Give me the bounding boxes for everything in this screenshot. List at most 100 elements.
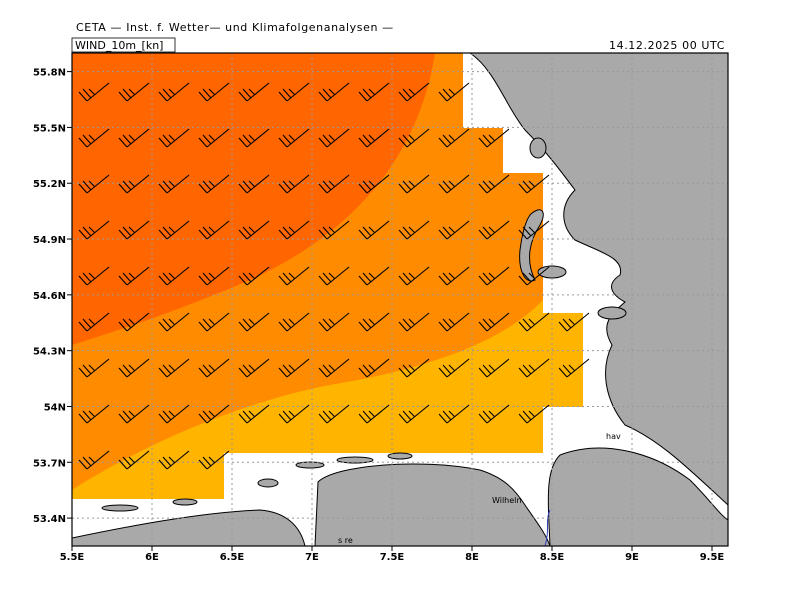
island	[257, 478, 279, 488]
island	[295, 461, 325, 469]
wind-barb	[238, 266, 270, 286]
wind-barb	[558, 358, 590, 378]
wind-barb	[438, 220, 470, 240]
wind-barb	[478, 128, 510, 148]
wind-barb	[78, 174, 110, 194]
wind-barb	[358, 404, 390, 424]
place-label: s re	[338, 536, 353, 545]
y-tick-label: 55.8N	[33, 68, 66, 79]
y-tick-label: 53.7N	[33, 458, 66, 469]
wind-barb	[318, 128, 350, 148]
x-tick-label: 6.5E	[220, 552, 245, 563]
wind-barb	[358, 174, 390, 194]
wind-barb	[118, 312, 150, 332]
wind-barb	[238, 404, 270, 424]
wind-barb	[478, 266, 510, 286]
wind-barb	[518, 358, 550, 378]
wind-barb	[438, 358, 470, 378]
wind-barb	[518, 312, 550, 332]
wind-barb	[78, 128, 110, 148]
wind-barb	[198, 174, 230, 194]
wind-barb	[358, 128, 390, 148]
wind-barb	[478, 220, 510, 240]
grid	[72, 53, 728, 546]
wind-barb	[438, 82, 470, 102]
wind-barb	[158, 266, 190, 286]
y-tick-label: 54.3N	[33, 347, 66, 358]
wind-barb	[358, 220, 390, 240]
wind-barb	[318, 220, 350, 240]
wind-barb	[118, 450, 150, 470]
wind-barb	[158, 312, 190, 332]
wind-barb	[118, 220, 150, 240]
wind-barbs	[78, 82, 590, 470]
y-tick-label: 54.6N	[33, 291, 66, 302]
wind-barb	[398, 174, 430, 194]
y-tick-label: 54N	[44, 402, 66, 413]
wind-barb	[278, 220, 310, 240]
wind-barb	[118, 128, 150, 148]
x-tick-label: 9E	[625, 552, 639, 563]
x-tick-label: 7.5E	[380, 552, 405, 563]
wind-barb	[278, 358, 310, 378]
wind-barb	[198, 220, 230, 240]
wind-barb	[158, 82, 190, 102]
wind-barb	[278, 266, 310, 286]
wind-barb	[278, 174, 310, 194]
wind-barb	[518, 404, 550, 424]
variable-label: WIND_10m_[kn]	[75, 39, 163, 52]
wind-barb	[278, 404, 310, 424]
wind-barb	[358, 312, 390, 332]
x-tick-label: 7E	[305, 552, 319, 563]
map-area: Wilheln hav s re	[72, 53, 728, 546]
wind-barb	[518, 174, 550, 194]
place-label: hav	[606, 432, 621, 441]
island	[172, 498, 198, 506]
land-southeast	[547, 447, 728, 546]
river	[544, 509, 551, 546]
wind-barb	[318, 266, 350, 286]
map-frame	[71, 52, 729, 547]
wind-barb	[118, 358, 150, 378]
x-tick-label: 8.5E	[540, 552, 565, 563]
wind-barb	[198, 404, 230, 424]
wind-barb	[158, 128, 190, 148]
wind-barb	[238, 128, 270, 148]
x-tick-label: 6E	[145, 552, 159, 563]
valid-time: 14.12.2025 00 UTC	[609, 39, 725, 52]
wind-barb	[318, 82, 350, 102]
variable-box	[71, 37, 176, 53]
wind-barb	[278, 312, 310, 332]
wind-barb	[478, 358, 510, 378]
x-tick-label: 9.5E	[700, 552, 725, 563]
wind-barb	[198, 128, 230, 148]
wind-barb	[238, 358, 270, 378]
wind-barb	[158, 174, 190, 194]
wind-barb	[238, 312, 270, 332]
wind-barb	[238, 82, 270, 102]
island	[101, 504, 139, 512]
wind-barb	[198, 450, 230, 470]
wind-barb	[238, 220, 270, 240]
wind-barb	[158, 220, 190, 240]
wind-barb	[78, 312, 110, 332]
wind-barb	[518, 220, 550, 240]
wind-barb	[558, 312, 590, 332]
wind-barb	[318, 174, 350, 194]
wind-barb	[118, 266, 150, 286]
wind-barb	[78, 266, 110, 286]
wind-barb	[198, 312, 230, 332]
wind-barb	[398, 128, 430, 148]
wind-barb	[198, 358, 230, 378]
land-southwest	[72, 509, 306, 546]
x-tick-label: 5.5E	[60, 552, 85, 563]
wind-barb	[198, 82, 230, 102]
wind-barb	[358, 266, 390, 286]
wind-barb	[78, 220, 110, 240]
y-tick-label: 55.5N	[33, 123, 66, 134]
y-tick-label: 55.2N	[33, 179, 66, 190]
wind-barb	[398, 220, 430, 240]
land-south	[314, 463, 551, 546]
wind-barb	[158, 450, 190, 470]
wind-barb	[438, 312, 470, 332]
